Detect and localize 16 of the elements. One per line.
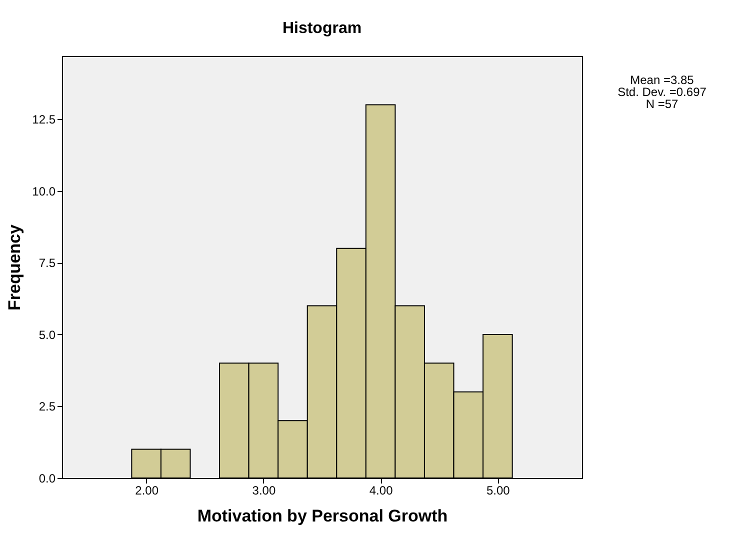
- text: Std. Dev. =0.697: [618, 85, 707, 99]
- x-tick-label: 4.00: [369, 484, 394, 498]
- x-tick-label: 2.00: [135, 484, 159, 498]
- text: Mean =3.85: [630, 73, 694, 87]
- chart-title: Histogram: [282, 20, 362, 37]
- x-axis-title: Motivation by Personal Growth: [197, 506, 448, 526]
- y-tick-label: 2.5: [38, 400, 56, 414]
- y-tick-label: 0.0: [38, 472, 56, 486]
- y-tick-label: 5.0: [38, 328, 56, 342]
- y-tick-label: 12.5: [32, 112, 56, 127]
- text: N =57: [646, 97, 678, 111]
- y-tick-label: 10.0: [32, 184, 56, 198]
- y-axis-title: Frequency: [5, 224, 24, 310]
- x-tick-label: 5.00: [486, 484, 510, 498]
- y-tick-label: 7.5: [38, 256, 56, 270]
- x-tick-label: 3.00: [252, 484, 276, 498]
